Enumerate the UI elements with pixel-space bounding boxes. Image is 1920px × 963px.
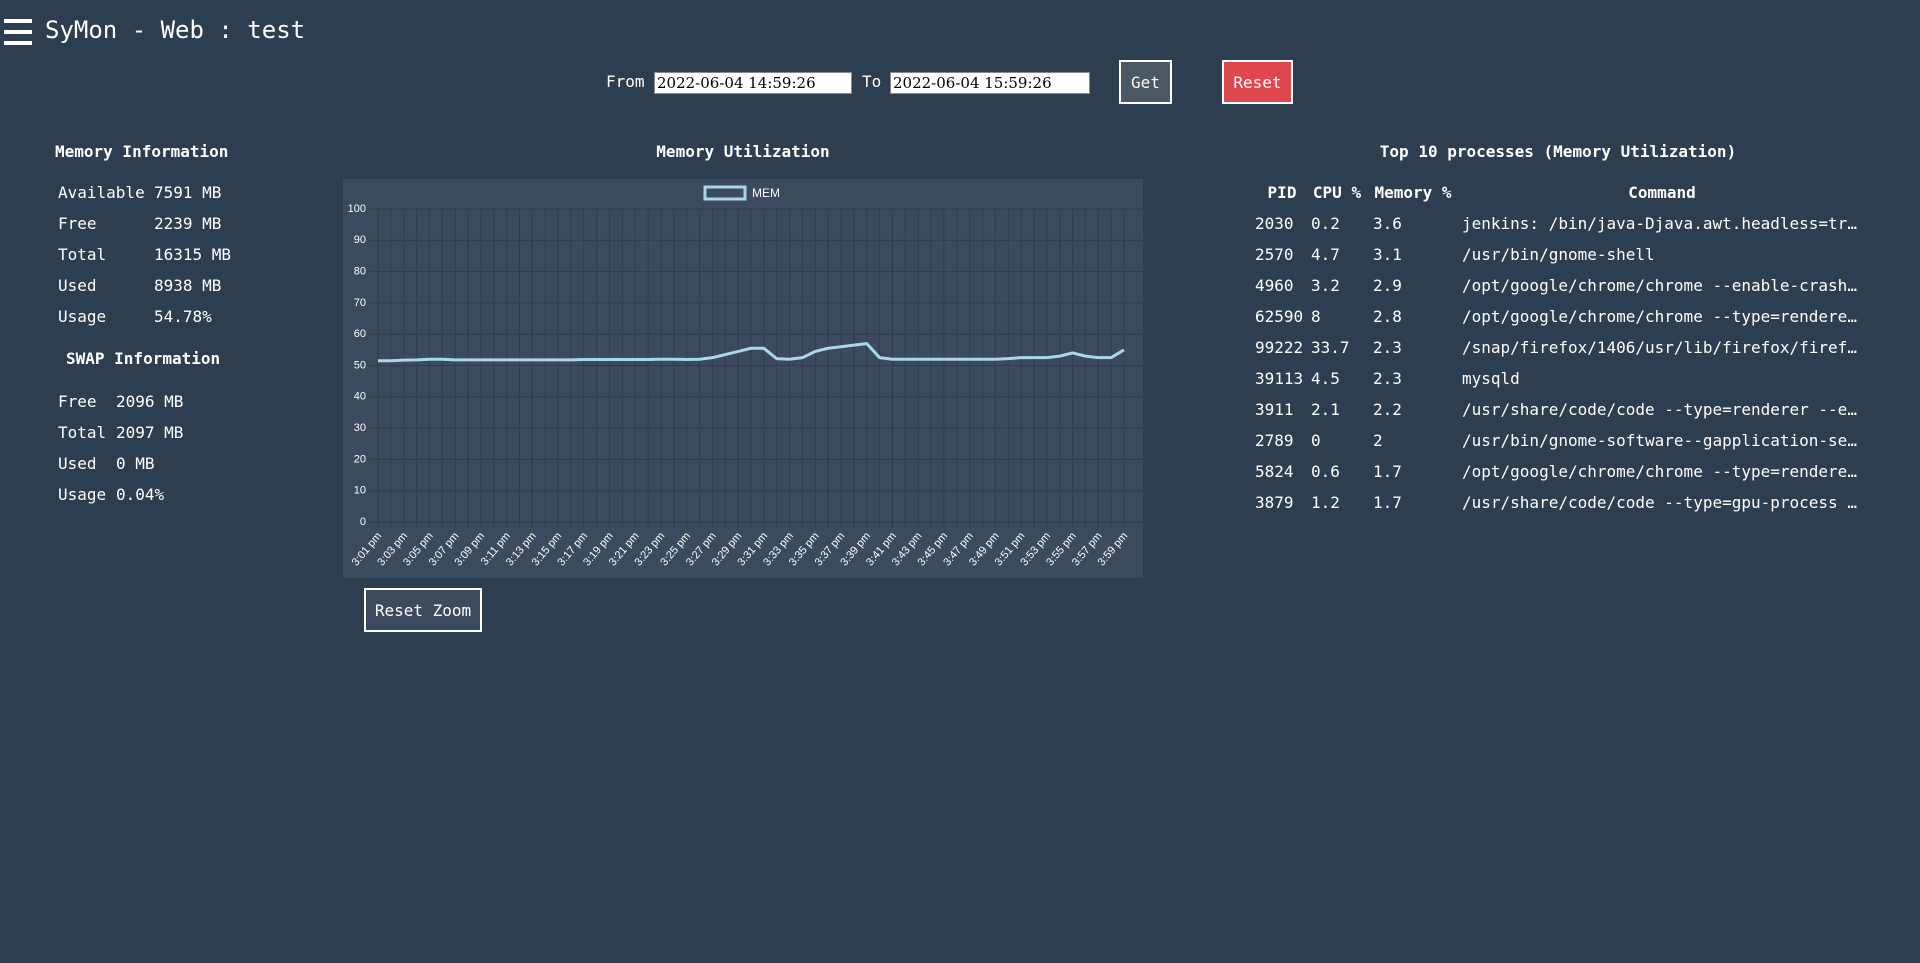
process-cell: /opt/google/chrome/chrome --enable-crash… [1462,276,1857,295]
get-button[interactable]: Get [1119,60,1172,104]
y-tick-label: 30 [354,422,366,434]
swap-label: Used [58,454,97,473]
column-header: PID [1267,183,1297,202]
to-input[interactable] [890,72,1090,94]
process-cell: 39113 [1255,369,1304,388]
memory-value: 7591 MB [154,183,222,202]
swap-label: Free [58,392,97,411]
legend-swatch [703,185,747,201]
process-cell: 2.3 [1373,338,1402,357]
process-cell: /usr/bin/gnome-shell [1462,245,1655,264]
y-tick-label: 80 [354,266,366,278]
process-cell: 1.2 [1311,493,1340,512]
from-label: From [606,72,645,91]
process-cell: 33.7 [1311,338,1350,357]
y-tick-label: 90 [354,234,366,246]
to-label: To [862,72,882,91]
memory-value: 54.78% [154,307,212,326]
process-cell: /snap/firefox/1406/usr/lib/firefox/firef… [1462,338,1857,357]
y-tick-label: 100 [348,203,366,215]
memory-label: Free [58,214,97,233]
y-tick-label: 60 [354,328,366,340]
process-cell: 4960 [1255,276,1294,295]
memory-value: 16315 MB [154,245,232,264]
y-tick-label: 50 [354,359,366,371]
process-cell: /usr/share/code/code --type=renderer --e… [1462,400,1857,419]
process-cell: 1.7 [1373,493,1402,512]
swap-value: 0.04% [116,485,165,504]
from-input[interactable] [654,72,852,94]
process-cell: 5824 [1255,462,1294,481]
swap-heading: SWAP Information [66,349,221,368]
process-cell: 1.7 [1373,462,1402,481]
processes-heading: Top 10 processes (Memory Utilization) [1379,142,1737,161]
chart-background [343,179,1143,578]
swap-value: 2097 MB [116,423,184,442]
y-tick-label: 10 [354,485,366,497]
process-cell: 3.6 [1373,214,1402,233]
column-header: Command [1628,183,1696,202]
process-cell: mysqld [1462,369,1520,388]
reset-button[interactable]: Reset [1222,60,1293,104]
process-cell: 2.1 [1311,400,1340,419]
swap-label: Usage [58,485,107,504]
swap-value: 2096 MB [116,392,184,411]
process-cell: 3911 [1255,400,1294,419]
process-cell: /usr/share/code/code --type=gpu-process … [1462,493,1857,512]
process-cell: /opt/google/chrome/chrome --type=rendere… [1462,307,1857,326]
column-header: Memory % [1374,183,1452,202]
memory-label: Total [58,245,107,264]
process-cell: 2.9 [1373,276,1402,295]
process-cell: 2570 [1255,245,1294,264]
process-cell: 2 [1373,431,1383,450]
menu-icon[interactable] [4,18,32,46]
y-tick-label: 40 [354,391,366,403]
y-tick-label: 70 [354,297,366,309]
process-cell: 8 [1311,307,1321,326]
process-cell: 3879 [1255,493,1294,512]
process-cell: 99222 [1255,338,1304,357]
process-cell: 3.1 [1373,245,1402,264]
process-cell: 2789 [1255,431,1294,450]
process-cell: 4.5 [1311,369,1340,388]
process-cell: 0 [1311,431,1321,450]
process-cell: 4.7 [1311,245,1340,264]
process-cell: 0.6 [1311,462,1340,481]
memory-label: Used [58,276,97,295]
y-tick-label: 20 [354,453,366,465]
swap-label: Total [58,423,107,442]
memory-value: 8938 MB [154,276,222,295]
memory-heading: Memory Information [55,142,229,161]
memory-label: Usage [58,307,107,326]
swap-value: 0 MB [116,454,155,473]
memory-value: 2239 MB [154,214,222,233]
process-cell: /opt/google/chrome/chrome --type=rendere… [1462,462,1857,481]
app-title: SyMon - Web : test [45,16,306,44]
reset-zoom-button[interactable]: Reset Zoom [364,588,482,632]
chart-title: Memory Utilization [656,142,830,161]
column-header: CPU % [1312,183,1362,202]
process-cell: 62590 [1255,307,1304,326]
process-cell: 2.8 [1373,307,1402,326]
process-cell: 3.2 [1311,276,1340,295]
process-cell: 2030 [1255,214,1294,233]
legend-label: MEM [752,186,780,200]
memory-label: Available [58,183,145,202]
process-cell: 2.2 [1373,400,1402,419]
process-cell: 2.3 [1373,369,1402,388]
y-tick-label: 0 [360,516,366,528]
line [378,342,1125,363]
process-cell: /usr/bin/gnome-software--gapplication-se… [1462,431,1857,450]
process-cell: jenkins: /bin/java-Djava.awt.headless=tr… [1462,214,1857,233]
process-cell: 0.2 [1311,214,1340,233]
